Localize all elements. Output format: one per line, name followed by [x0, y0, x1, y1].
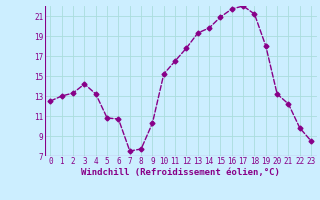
X-axis label: Windchill (Refroidissement éolien,°C): Windchill (Refroidissement éolien,°C) [81, 168, 280, 177]
